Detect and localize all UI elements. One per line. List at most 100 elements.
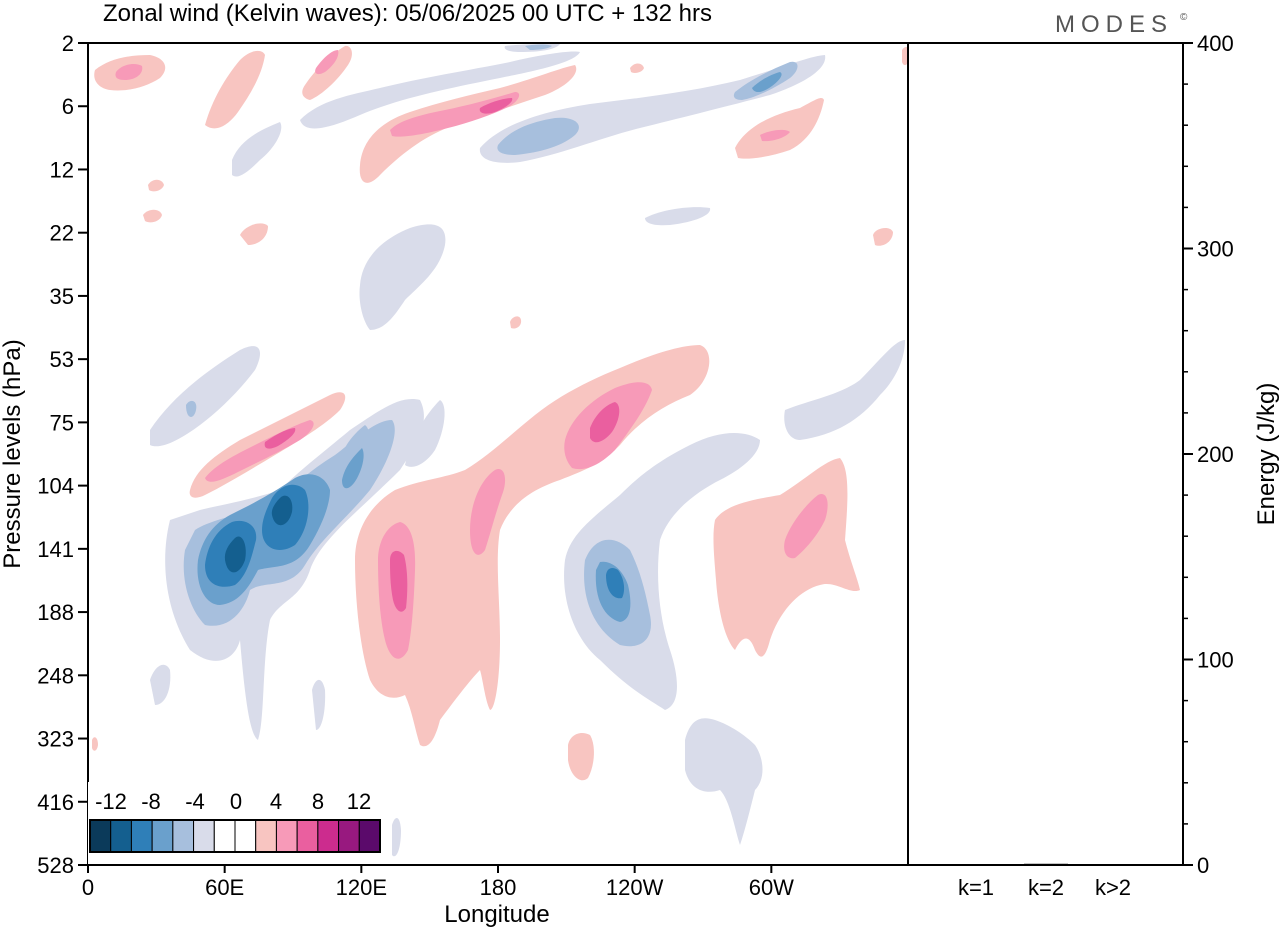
y-tick-label: 53 (50, 347, 74, 372)
x-tick-label: 120E (336, 875, 387, 900)
colorbar-swatches (89, 819, 381, 853)
colorbar-label: 12 (347, 789, 371, 814)
energy-category-label: k=1 (958, 875, 994, 900)
colorbar-swatch (151, 819, 174, 853)
y-tick-label: 75 (50, 410, 74, 435)
contour-pos-8-c (470, 469, 506, 555)
colorbar-labels: -12 -8 -4 0 4 8 12 (95, 789, 371, 814)
contour-neg-4-f (685, 718, 763, 845)
colorbar-swatch (110, 819, 132, 853)
y-tick-label: 188 (37, 600, 74, 625)
y-axis-label: Pressure levels (hPa) (0, 339, 26, 568)
contour-pos-8-p (315, 50, 339, 75)
contour-neg-12-d (342, 448, 364, 489)
contour-neg-4-e (564, 433, 760, 710)
contour-neg-4-p (232, 122, 282, 177)
contour-pos-8-n (115, 64, 143, 80)
contour-pos-4-j (148, 179, 164, 192)
contour-pos-4-g (510, 316, 522, 329)
contour-neg-8-o (525, 44, 552, 50)
colorbar-swatch (130, 819, 153, 853)
brand-mark: © (1180, 12, 1188, 23)
colorbar-label: -4 (185, 789, 205, 814)
y-tick-label: 104 (37, 474, 74, 499)
y-tick-label: 35 (50, 284, 74, 309)
contour-pos-12-c (590, 402, 620, 443)
energy-tick-label: 300 (1197, 237, 1234, 262)
contour-pos-8-a (205, 420, 314, 482)
y-tick-label: 6 (62, 94, 74, 119)
colorbar-frame (89, 819, 381, 853)
energy-bar (1091, 864, 1135, 866)
contour-field (92, 44, 908, 863)
colorbar: -12 -8 -4 0 4 8 12 (88, 782, 388, 864)
colorbar-swatch (255, 819, 277, 853)
colorbar-swatch (213, 819, 236, 853)
contour-pos-4-f (568, 733, 594, 781)
contour-pos-12-a (264, 428, 296, 449)
x-tick-label: 60E (205, 875, 244, 900)
colorbar-swatch (338, 819, 360, 853)
contour-neg-12-n (752, 72, 782, 93)
x-tick-label: 120W (606, 875, 664, 900)
hovmoller-panel (87, 42, 909, 866)
colorbar-label: -12 (95, 789, 127, 814)
contour-pos-12-q (479, 98, 513, 114)
energy-bar (1024, 863, 1068, 865)
colorbar-swatch (358, 819, 381, 853)
contour-neg-8-m (497, 117, 579, 155)
energy-category-label: k>2 (1095, 875, 1131, 900)
energy-tick-label: 400 (1197, 31, 1234, 56)
energy-panel: k=1 k=2 k>2 0 100 200 300 400 (907, 31, 1234, 900)
colorbar-swatch (193, 819, 215, 853)
brand-logo: MODES (1055, 11, 1173, 38)
x-tick-label: 0 (82, 875, 94, 900)
contour-pos-4-q (359, 65, 577, 183)
contour-pos-4-i (143, 209, 162, 223)
colorbar-swatch (296, 819, 319, 853)
colorbar-label: 8 (312, 789, 324, 814)
colorbar-swatch (317, 819, 340, 853)
contour-pos-8-q (390, 92, 520, 137)
contour-neg-4-c (186, 400, 197, 417)
y-tick-label: 2 (62, 31, 74, 56)
y-tick-label: 248 (37, 663, 74, 688)
contour-pos-8-e (784, 494, 828, 559)
energy-axis-label: Energy (J/kg) (1253, 383, 1280, 526)
energy-tick-label: 0 (1197, 853, 1209, 878)
y-tick-label: 12 (50, 157, 74, 182)
energy-tick-label: 100 (1197, 648, 1234, 673)
energy-category-label: k=2 (1028, 875, 1064, 900)
contour-pos-12-b (390, 550, 408, 612)
contour-neg-4-i (312, 679, 326, 730)
colorbar-label: -8 (141, 789, 161, 814)
contour-neg-4-d (405, 400, 445, 467)
energy-tick-label: 200 (1197, 442, 1234, 467)
y-tick-label: 141 (37, 537, 74, 562)
y-tick-label: 416 (37, 790, 74, 815)
x-tick-label: 60W (749, 875, 794, 900)
contour-pos-4-p (302, 45, 352, 100)
energy-axis: 0 100 200 300 400 (1183, 31, 1234, 878)
contour-pos-4-b (355, 345, 710, 747)
y-tick-label: 528 (37, 853, 74, 878)
contour-neg-20b (271, 495, 293, 526)
contour-neg-4-h (150, 664, 171, 705)
contour-pos-4-o (205, 50, 265, 129)
contour-neg-4-k (359, 224, 446, 330)
colorbar-label: 4 (270, 789, 282, 814)
contour-neg-4-g (784, 340, 905, 440)
y-tick-label: 323 (37, 727, 74, 752)
contour-neg-20a (224, 536, 246, 573)
colorbar-swatch (89, 819, 112, 853)
colorbar-label: 0 (230, 789, 242, 814)
contour-pos-8-r (760, 129, 790, 142)
contour-pos-4-k (240, 223, 268, 245)
contour-neg-4-b (150, 346, 260, 447)
energy-plot-frame (907, 42, 1184, 866)
y-tick-label: 22 (50, 221, 74, 246)
contour-pos-4-t (630, 63, 644, 73)
contour-neg-16-e (606, 567, 625, 599)
x-tick-label: 180 (480, 875, 517, 900)
